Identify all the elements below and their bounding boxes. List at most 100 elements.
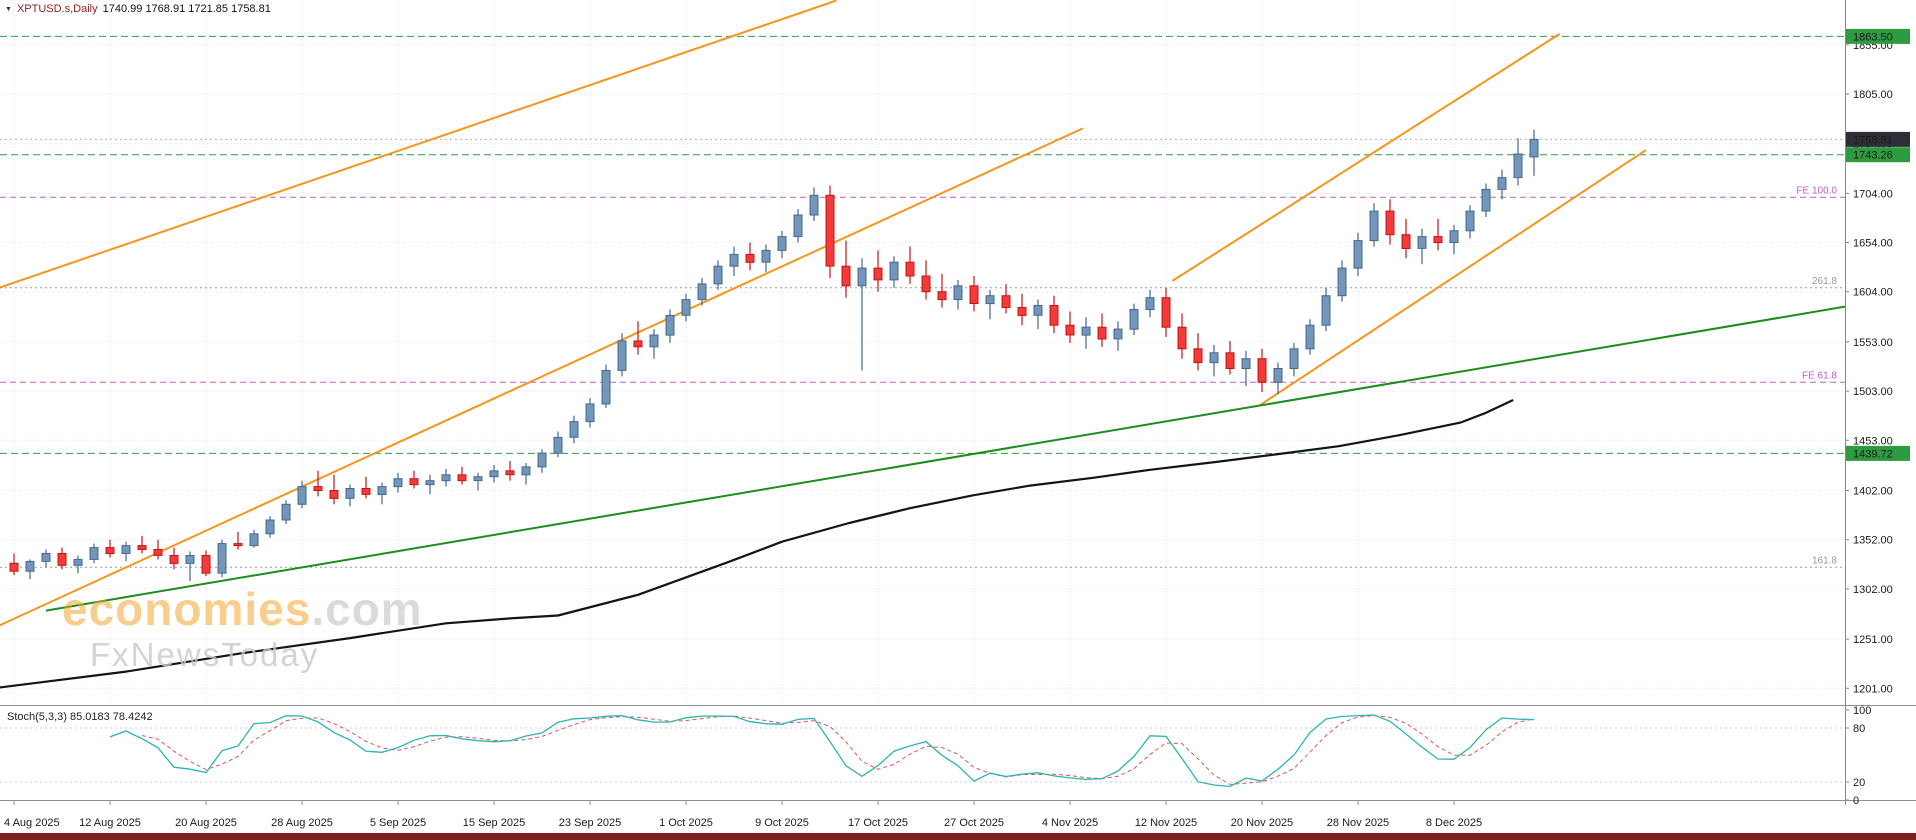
stoch-scale-label: 100 <box>1853 705 1871 717</box>
candle <box>41 553 51 562</box>
orange-channel-right-upper[interactable] <box>1171 33 1561 282</box>
stochastic-name: Stoch(5,3,3) <box>7 711 67 723</box>
price-badge-text: 1758.81 <box>1853 134 1893 146</box>
candle <box>777 236 787 251</box>
price-tick-label: 1453.00 <box>1853 435 1893 447</box>
price-tick-label: 1251.00 <box>1853 634 1893 646</box>
candle <box>937 291 947 301</box>
candle <box>1305 324 1315 350</box>
price-badge <box>1846 28 1910 44</box>
stoch-scale-label: 0 <box>1853 795 1859 807</box>
price-tick-label: 1704.00 <box>1853 188 1893 200</box>
plot-area[interactable] <box>0 0 1846 706</box>
candle <box>521 466 531 476</box>
black-ma-line[interactable] <box>0 399 1514 689</box>
candle <box>1209 352 1219 364</box>
candle <box>25 560 35 572</box>
candle <box>1193 348 1203 364</box>
candle <box>361 488 371 495</box>
price-axis[interactable]: 1855.001805.001754.001704.001654.001604.… <box>1845 0 1910 805</box>
candle <box>1481 188 1491 212</box>
candle <box>1065 324 1075 336</box>
candle <box>425 480 435 486</box>
price-tick-label: 1352.00 <box>1853 535 1893 547</box>
window-bottom-edge <box>0 833 1916 840</box>
price-badge-text: 1743.26 <box>1853 150 1893 162</box>
date-label: 9 Oct 2025 <box>755 817 809 829</box>
candle <box>473 476 483 482</box>
date-label: 5 Sep 2025 <box>370 817 426 829</box>
date-label: 15 Sep 2025 <box>463 817 525 829</box>
candle <box>393 478 403 488</box>
candle <box>1177 326 1187 350</box>
time-axis[interactable]: 4 Aug 2025 12 Aug 2025 20 Aug 2025 28 Aug 2… <box>4 800 1482 829</box>
price-tick-label: 1302.00 <box>1853 584 1893 596</box>
price-tick-label: 1654.00 <box>1853 238 1893 250</box>
date-label: 28 Nov 2025 <box>1327 817 1389 829</box>
candle <box>857 267 867 287</box>
candle <box>1257 358 1267 383</box>
orange-channel-right-lower[interactable] <box>1258 149 1647 407</box>
price-tick-label: 1805.00 <box>1853 89 1893 101</box>
stoch-scale-label: 80 <box>1853 723 1865 735</box>
price-tick-label: 1201.00 <box>1853 683 1893 695</box>
candle <box>633 340 643 348</box>
candle <box>953 285 963 301</box>
orange-channel-left-lower[interactable] <box>0 127 1084 628</box>
candles-layer[interactable] <box>9 129 1539 582</box>
candle <box>889 261 899 281</box>
date-label: 17 Oct 2025 <box>848 817 908 829</box>
candle <box>761 249 771 263</box>
date-label: 1 Oct 2025 <box>659 817 713 829</box>
price-badge <box>1846 445 1910 461</box>
candle <box>1273 368 1283 383</box>
price-badge-text: 1863.50 <box>1853 31 1893 43</box>
green-uptrend-line[interactable] <box>45 305 1846 612</box>
candle <box>89 547 99 560</box>
price-tick-label: 1604.00 <box>1853 287 1893 299</box>
candle <box>809 194 819 216</box>
candle <box>969 285 979 304</box>
candle <box>1449 230 1459 243</box>
price-badge <box>1846 147 1910 163</box>
date-label: 20 Nov 2025 <box>1231 817 1293 829</box>
date-label: 4 Aug 2025 <box>4 817 60 829</box>
stochastic-values: 85.0183 78.4242 <box>69 711 153 723</box>
candle <box>1337 267 1347 297</box>
candle <box>297 486 307 505</box>
candle <box>1497 177 1507 190</box>
candle <box>1369 210 1379 242</box>
stochastic-panel[interactable]: 100 80 20 0 <box>0 705 1871 807</box>
stoch-scale-label: 20 <box>1853 777 1865 789</box>
candle <box>201 555 211 574</box>
ohlc-values: 1740.99 1768.91 1721.85 1758.81 <box>102 3 271 15</box>
level-label: 161.8 <box>1812 555 1837 566</box>
level-label: FE 100.0 <box>1796 185 1837 196</box>
candle <box>825 194 835 267</box>
level-label: FE 61.8 <box>1802 370 1837 381</box>
candle <box>1017 307 1027 316</box>
symbol-timeframe-label: XPTUSD.s,Daily <box>16 3 98 15</box>
candle <box>1049 305 1059 326</box>
candle <box>1385 210 1395 236</box>
price-tick-label: 1553.00 <box>1853 337 1893 349</box>
candle <box>217 543 227 574</box>
chart-title: ▼ XPTUSD.s,Daily 1740.99 1768.91 1721.85… <box>5 3 271 15</box>
orange-channel-left-upper[interactable] <box>0 0 837 290</box>
date-label: 23 Sep 2025 <box>559 817 621 829</box>
level-label: 261.8 <box>1812 276 1837 287</box>
candle <box>585 403 595 423</box>
symbol-dropdown-icon[interactable]: ▼ <box>5 5 12 13</box>
candle <box>1033 305 1043 316</box>
date-label: 12 Nov 2025 <box>1135 817 1197 829</box>
price-tick-label: 1503.00 <box>1853 386 1893 398</box>
candle <box>1113 328 1123 340</box>
candle <box>489 470 499 478</box>
candle <box>233 543 243 547</box>
candle <box>185 555 195 564</box>
candle <box>1289 348 1299 369</box>
candle <box>57 553 67 566</box>
candle <box>1161 297 1171 328</box>
